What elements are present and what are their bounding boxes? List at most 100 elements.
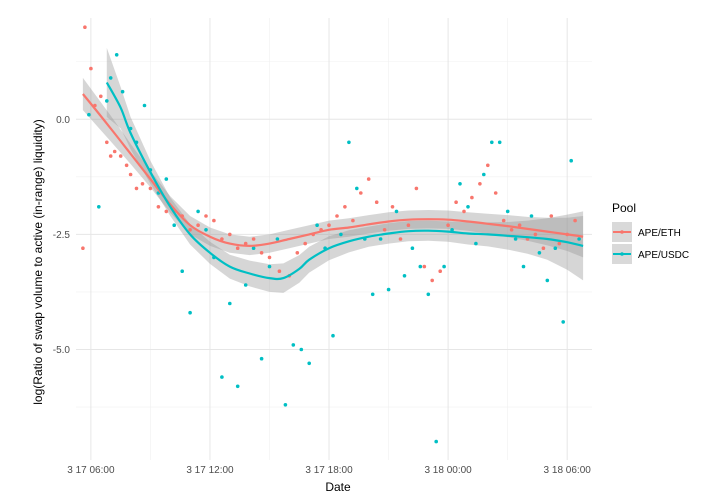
legend-title: Pool [612, 201, 636, 215]
data-point [204, 228, 208, 232]
data-point [497, 140, 502, 145]
data-point [573, 218, 577, 223]
data-point [97, 205, 101, 209]
data-point [545, 278, 550, 283]
data-point [267, 264, 272, 269]
data-point [142, 103, 147, 108]
data-point [569, 158, 573, 163]
data-point [351, 218, 355, 223]
data-point [243, 241, 248, 246]
y-tick-label: -2.5 [53, 230, 71, 241]
data-point [89, 66, 93, 71]
data-point [355, 186, 359, 191]
data-point [114, 53, 119, 57]
data-point [553, 246, 558, 250]
data-point [120, 89, 125, 94]
data-point [164, 209, 169, 214]
data-point [251, 237, 256, 241]
y-axis-title: log(Ratio of swap volume to active (in-r… [31, 119, 45, 404]
data-point [259, 251, 264, 255]
trend-line [82, 93, 584, 248]
data-point [228, 232, 232, 237]
data-point [188, 228, 192, 232]
data-point [537, 251, 542, 255]
data-point [466, 205, 470, 209]
data-point [128, 172, 133, 177]
data-point [315, 223, 319, 227]
data-point [450, 228, 454, 232]
data-point [303, 241, 308, 246]
data-point [283, 403, 288, 407]
data-point [541, 246, 546, 250]
data-point [275, 237, 280, 241]
data-point [434, 439, 439, 444]
y-axis-ticks: 0.0 -2.5 -5.0 [53, 115, 71, 356]
legend-key-point [620, 230, 624, 234]
data-point [549, 214, 554, 218]
data-point [335, 214, 339, 218]
x-axis-title: Date [325, 480, 351, 494]
data-point [172, 223, 176, 227]
data-point [156, 205, 161, 209]
data-point [251, 246, 256, 250]
data-point [196, 209, 200, 214]
data-point [259, 356, 264, 361]
data-point [235, 384, 240, 389]
data-point [220, 237, 224, 241]
data-point [327, 223, 331, 227]
data-point [243, 283, 248, 287]
data-point [331, 333, 335, 338]
y-tick-label: 0.0 [56, 115, 70, 126]
legend: Pool APE/ETH APE/USDC [612, 201, 689, 264]
data-point [398, 237, 403, 241]
legend-key-point [620, 252, 624, 256]
data-point [347, 140, 351, 145]
data-point [438, 269, 443, 274]
data-point [458, 182, 462, 186]
data-point [454, 200, 458, 204]
data-point [148, 186, 153, 191]
data-point [533, 232, 538, 237]
confidence-bands [82, 47, 584, 293]
data-point [134, 186, 139, 191]
confidence-band [82, 77, 584, 258]
data-point [414, 186, 419, 191]
data-point [406, 223, 411, 227]
trend-line [105, 81, 584, 281]
data-point [118, 154, 123, 158]
data-point [212, 218, 216, 223]
data-point [366, 177, 371, 181]
data-point [267, 255, 272, 260]
x-tick-label: 3 17 06:00 [67, 465, 115, 476]
data-point [180, 269, 184, 274]
data-point [140, 182, 145, 186]
data-point [462, 209, 466, 214]
data-point [402, 274, 407, 278]
data-point [81, 246, 85, 250]
x-tick-label: 3 18 06:00 [544, 465, 592, 476]
data-point [105, 140, 109, 145]
data-point [474, 241, 478, 246]
data-point [382, 228, 387, 232]
data-point [108, 76, 113, 80]
data-point [386, 287, 391, 292]
data-point [343, 205, 347, 209]
data-point [509, 228, 514, 232]
legend-label: APE/ETH [638, 228, 681, 239]
data-point [442, 264, 446, 269]
data-point [470, 195, 474, 200]
data-point [521, 264, 526, 269]
x-tick-label: 3 18 00:00 [424, 465, 472, 476]
data-point [164, 177, 169, 181]
data-point [108, 154, 113, 158]
data-point [501, 218, 506, 223]
data-point [277, 269, 282, 274]
data-point [557, 241, 562, 246]
data-point [299, 347, 304, 352]
data-point [87, 112, 91, 117]
data-point [370, 292, 375, 297]
data-point [422, 264, 427, 269]
x-axis-ticks: 3 17 06:00 3 17 12:00 3 17 18:00 3 18 00:00… [67, 465, 591, 476]
x-tick-label: 3 17 12:00 [186, 465, 234, 476]
